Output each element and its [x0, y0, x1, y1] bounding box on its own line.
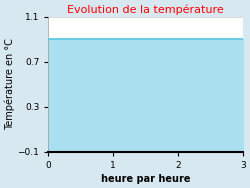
Title: Evolution de la température: Evolution de la température: [67, 4, 224, 15]
X-axis label: heure par heure: heure par heure: [101, 174, 190, 184]
Y-axis label: Température en °C: Température en °C: [4, 38, 15, 130]
